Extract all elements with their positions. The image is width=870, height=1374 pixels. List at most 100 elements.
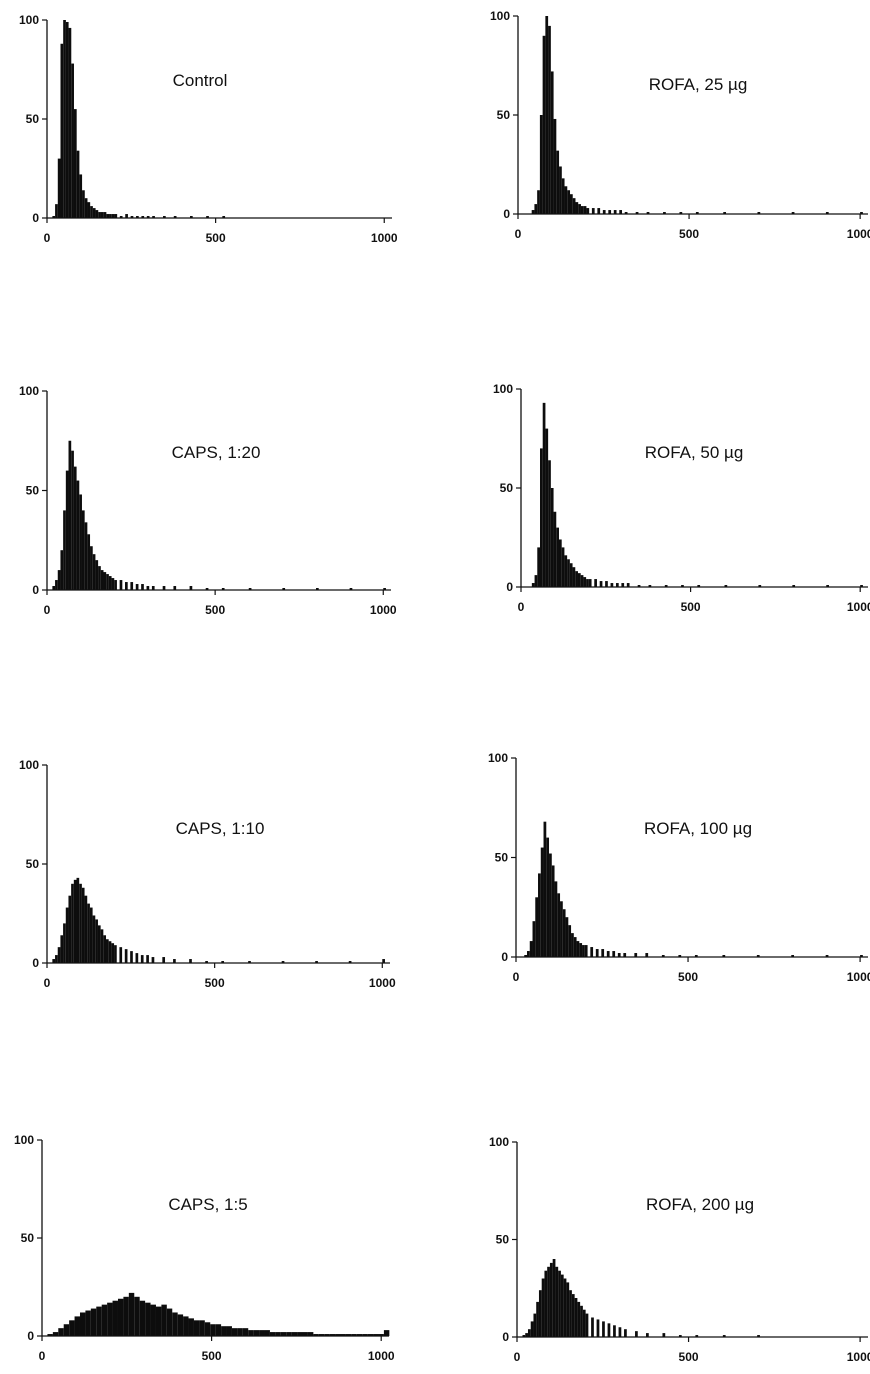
y-tick-label: 100 <box>488 751 508 765</box>
histogram-bar <box>84 895 88 963</box>
histogram-bar <box>580 575 584 587</box>
x-tick-label: 0 <box>514 1350 521 1364</box>
histogram-bar <box>85 1310 91 1336</box>
histogram-bar <box>68 27 72 219</box>
histogram-bar <box>697 585 701 587</box>
x-tick-label: 1000 <box>368 1349 395 1363</box>
histogram-bar <box>79 174 83 218</box>
histogram-bar <box>661 955 665 957</box>
histogram-bar <box>166 1308 173 1336</box>
histogram-bar <box>599 581 603 587</box>
histogram-bar <box>558 539 562 587</box>
histogram-bar <box>664 585 668 587</box>
histogram-bar <box>63 1324 70 1336</box>
histogram-bar <box>573 937 577 957</box>
histogram-bar <box>71 63 74 219</box>
histogram-bar <box>161 1304 167 1336</box>
histogram-bar <box>695 1335 699 1337</box>
histogram-bar <box>60 935 64 963</box>
histogram-bar <box>92 554 96 590</box>
histogram-bar <box>130 951 133 963</box>
histogram-bar <box>562 909 566 957</box>
x-tick-label: 0 <box>518 600 525 614</box>
y-tick-label: 100 <box>19 13 39 27</box>
histogram-bar <box>275 1332 281 1336</box>
histogram-bar <box>90 546 93 590</box>
histogram-bar <box>335 1334 341 1336</box>
histogram-bar <box>84 522 88 590</box>
histogram-bar <box>188 1318 194 1336</box>
histogram-bar <box>60 550 64 590</box>
histogram-bar <box>580 1305 583 1337</box>
histogram-bar <box>340 1334 346 1336</box>
histogram-bar <box>73 466 77 590</box>
histogram-bar <box>561 547 565 587</box>
histogram-bar <box>145 1302 151 1336</box>
histogram-bar <box>553 511 557 587</box>
histogram-bar <box>722 955 726 957</box>
histogram-bar <box>106 939 109 963</box>
histogram-bar <box>533 1313 537 1337</box>
histogram-bar <box>101 1304 108 1336</box>
histogram-bar <box>378 1334 384 1336</box>
histogram-bar <box>538 1290 542 1337</box>
histogram-bar <box>73 109 77 218</box>
x-tick-label: 500 <box>678 970 698 984</box>
histogram-bar <box>57 158 61 218</box>
y-tick-label: 0 <box>503 207 510 221</box>
histogram-bar <box>383 588 386 590</box>
histogram-bar <box>825 955 829 957</box>
histogram-bar <box>114 945 117 963</box>
histogram-bar <box>172 1312 178 1336</box>
histogram-bar <box>146 955 149 963</box>
histogram-bar <box>52 959 56 963</box>
histogram-bar <box>623 953 627 957</box>
histogram-bar <box>69 1320 75 1336</box>
histogram-bar <box>618 1327 622 1337</box>
histogram-bar <box>579 943 583 957</box>
histogram-bar <box>583 577 587 587</box>
histogram-bar <box>373 1334 379 1336</box>
histogram-bar <box>583 206 587 214</box>
histogram-bar <box>569 563 573 587</box>
histogram-bar <box>63 510 66 590</box>
histogram-bar <box>619 210 623 214</box>
x-tick-label: 1000 <box>847 970 870 984</box>
x-tick-label: 1000 <box>847 227 870 241</box>
histogram-bar <box>52 216 56 218</box>
histogram-bar <box>549 853 552 957</box>
histogram-bar <box>112 1300 118 1336</box>
histogram-bar <box>621 583 625 587</box>
histogram-bar <box>109 214 112 218</box>
y-tick-label: 0 <box>32 956 39 970</box>
histogram-bar <box>586 208 590 214</box>
x-tick-label: 1000 <box>370 603 397 617</box>
histogram-bar <box>626 583 630 587</box>
histogram-bar <box>538 873 541 957</box>
histogram-bar <box>530 1321 534 1337</box>
y-tick-label: 100 <box>19 384 39 398</box>
histogram-bar <box>532 921 536 957</box>
histogram-bar <box>560 901 563 957</box>
histogram-bar <box>527 1329 531 1337</box>
histogram-bar <box>71 450 74 590</box>
x-tick-label: 500 <box>202 1349 222 1363</box>
histogram-bar <box>65 470 69 590</box>
histogram-bar <box>189 959 192 963</box>
histogram-bar <box>107 1302 113 1336</box>
histogram-panel-2: 05010005001000ROFA, 25 µg <box>490 9 870 241</box>
histogram-bar <box>100 212 104 218</box>
y-tick-label: 100 <box>19 758 39 772</box>
histogram-bar <box>547 1266 550 1337</box>
histogram-bar <box>242 1328 249 1336</box>
x-tick-label: 500 <box>206 231 226 245</box>
histogram-bar <box>162 957 166 963</box>
histogram-bar <box>95 919 98 963</box>
histogram-bar <box>125 214 128 218</box>
histogram-bar <box>349 588 353 590</box>
histogram-bar <box>545 16 549 214</box>
histogram-bar <box>537 547 540 587</box>
y-tick-label: 50 <box>21 1231 35 1245</box>
